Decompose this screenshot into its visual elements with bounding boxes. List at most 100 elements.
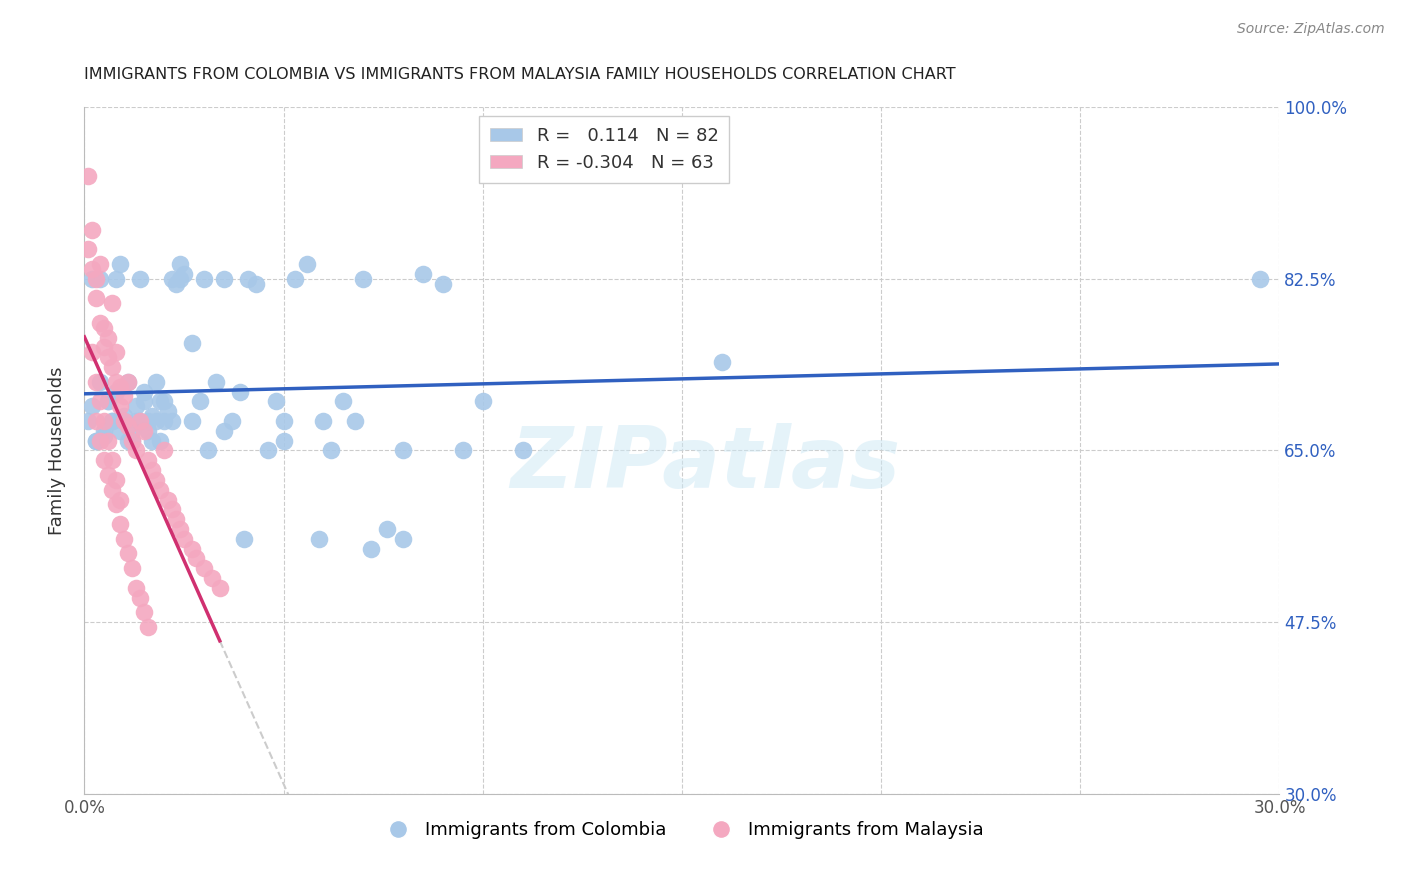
Point [93, 340, 115, 354]
Point [93, 424, 115, 438]
Point [136, 424, 159, 438]
Point [132, 384, 156, 399]
Point [101, 414, 124, 428]
Point [149, 483, 172, 497]
Legend: Immigrants from Colombia, Immigrants from Malaysia: Immigrants from Colombia, Immigrants fro… [373, 814, 991, 847]
Point [201, 571, 224, 585]
Point [245, 277, 267, 291]
Point [89, 257, 111, 271]
Point [208, 581, 231, 595]
Point [273, 414, 295, 428]
Point [236, 271, 259, 285]
Point [153, 394, 176, 409]
Point [153, 414, 176, 428]
Point [86, 375, 108, 389]
Point [105, 473, 128, 487]
Point [169, 271, 191, 285]
Point [110, 492, 132, 507]
Point [451, 443, 474, 458]
Point [173, 267, 195, 281]
Point [82, 222, 104, 236]
Point [165, 512, 187, 526]
Point [110, 424, 132, 438]
Point [264, 394, 287, 409]
Point [165, 277, 187, 291]
Point [93, 320, 115, 334]
Point [112, 409, 135, 423]
Point [125, 414, 148, 428]
Point [312, 414, 335, 428]
Point [77, 242, 100, 257]
Point [160, 271, 183, 285]
Point [471, 394, 494, 409]
Point [82, 271, 104, 285]
Point [153, 443, 176, 458]
Point [412, 267, 434, 281]
Text: Source: ZipAtlas.com: Source: ZipAtlas.com [1237, 22, 1385, 37]
Point [86, 434, 108, 448]
Point [132, 424, 156, 438]
Point [86, 434, 108, 448]
Point [173, 532, 195, 546]
Point [205, 375, 228, 389]
Point [184, 551, 207, 566]
Point [132, 394, 156, 409]
Point [101, 414, 124, 428]
Point [129, 591, 152, 605]
Point [117, 546, 139, 561]
Point [149, 434, 172, 448]
Point [93, 414, 115, 428]
Point [112, 414, 135, 428]
Point [308, 532, 330, 546]
Point [89, 375, 111, 389]
Point [125, 581, 148, 595]
Point [188, 394, 211, 409]
Point [129, 271, 152, 285]
Point [145, 375, 167, 389]
Point [169, 522, 191, 536]
Point [121, 434, 143, 448]
Point [110, 517, 132, 532]
Point [375, 522, 398, 536]
Point [93, 453, 115, 467]
Point [212, 271, 235, 285]
Point [97, 330, 120, 344]
Point [141, 434, 163, 448]
Point [273, 434, 295, 448]
Point [105, 375, 128, 389]
Point [121, 434, 143, 448]
Point [97, 394, 120, 409]
Point [125, 400, 148, 414]
Point [181, 414, 204, 428]
Point [97, 394, 120, 409]
Point [284, 271, 307, 285]
Point [89, 434, 111, 448]
Point [181, 541, 204, 556]
Point [321, 443, 343, 458]
Point [105, 498, 128, 512]
Point [512, 443, 534, 458]
Point [125, 443, 148, 458]
Point [710, 355, 733, 369]
Point [97, 350, 120, 364]
Point [232, 532, 254, 546]
Point [77, 414, 100, 428]
Point [352, 271, 374, 285]
Point [121, 424, 143, 438]
Point [105, 345, 128, 359]
Point [112, 389, 135, 403]
Point [212, 424, 235, 438]
Point [141, 463, 163, 477]
Point [344, 414, 367, 428]
Point [197, 443, 219, 458]
Point [141, 409, 163, 423]
Point [101, 359, 124, 375]
Point [145, 414, 167, 428]
Point [117, 434, 139, 448]
Point [1249, 271, 1271, 285]
Point [145, 473, 167, 487]
Point [101, 296, 124, 310]
Text: ZIPatlas: ZIPatlas [510, 423, 901, 506]
Point [112, 532, 135, 546]
Point [97, 434, 120, 448]
